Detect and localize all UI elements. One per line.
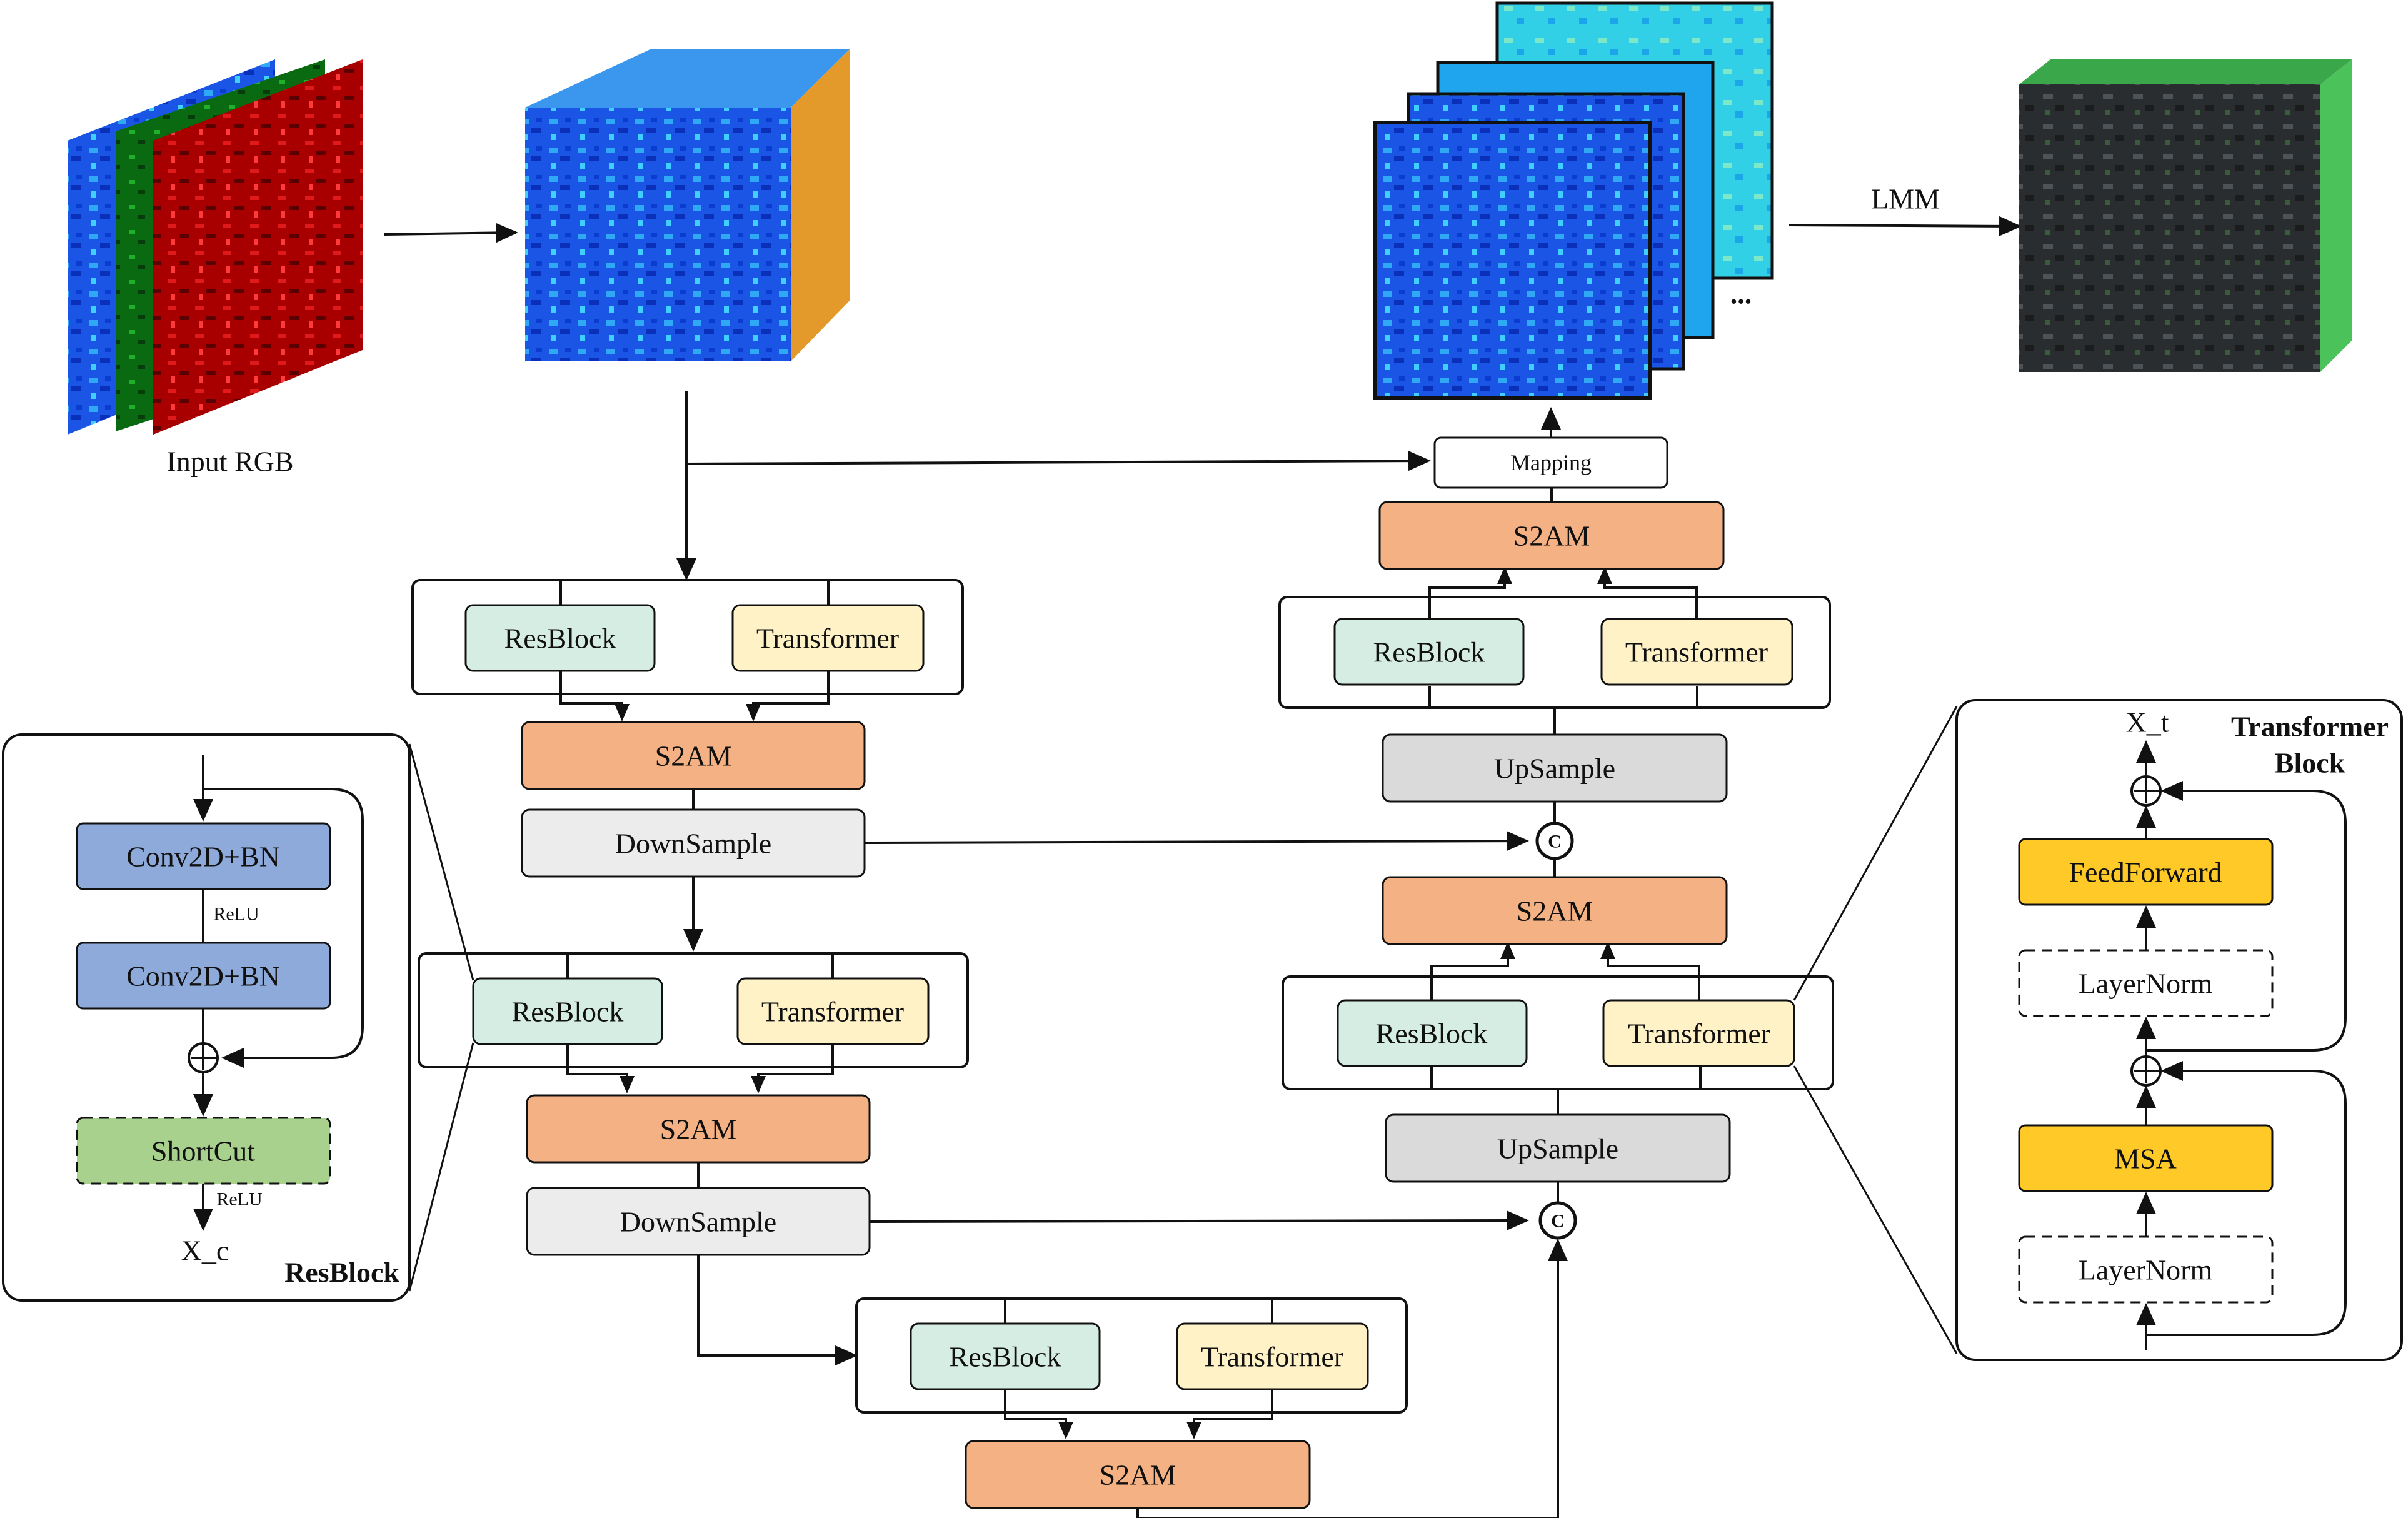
ellipsis-label: ... — [1730, 278, 1752, 310]
layernorm-box-1 — [2018, 949, 2274, 1017]
svg-text:Transformer: Transformer — [1201, 1341, 1343, 1373]
skip-downsample1-to-concat — [864, 831, 1529, 852]
output-cube-front — [2019, 84, 2320, 372]
output-hyperspectral-cube — [2019, 59, 2352, 372]
relu-label-2: ReLU — [216, 1189, 263, 1210]
svg-text:S2AM: S2AM — [660, 1113, 737, 1145]
svg-text:ResBlock: ResBlock — [1376, 1018, 1488, 1050]
svg-text:UpSample: UpSample — [1494, 753, 1615, 785]
arrow-rgb-to-cube — [384, 223, 518, 243]
transformer-panel-title-2: Block — [2275, 747, 2345, 779]
svg-text:ResBlock: ResBlock — [950, 1341, 1061, 1373]
skip-downsample2-to-concat — [869, 1210, 1529, 1231]
svg-text:S2AM: S2AM — [1517, 895, 1593, 927]
cube-top-face — [525, 49, 850, 108]
shortcut-box — [76, 1117, 331, 1185]
transformer-detail-panel: X_t Transformer Block FeedForward LayerN… — [1955, 699, 2403, 1361]
svg-text:ResBlock: ResBlock — [1373, 636, 1485, 668]
svg-text:ResBlock: ResBlock — [512, 996, 624, 1028]
svg-text:UpSample: UpSample — [1497, 1133, 1618, 1165]
svg-text:Transformer: Transformer — [756, 623, 899, 655]
transformer-panel-title-1: Transformer — [2231, 711, 2389, 743]
relu-label-1: ReLU — [213, 904, 259, 925]
svg-text:C: C — [1551, 1211, 1565, 1232]
resblock-panel-title: ResBlock — [284, 1257, 399, 1289]
svg-text:S2AM: S2AM — [655, 740, 732, 772]
msa-box — [2018, 1124, 2274, 1192]
svg-text:ShortCut: ShortCut — [151, 1135, 255, 1167]
arrow-to-lmm-output — [1788, 216, 2022, 236]
svg-text:FeedForward: FeedForward — [2069, 857, 2222, 888]
red-channel-layer — [153, 59, 363, 435]
svg-text:MSA: MSA — [2114, 1143, 2177, 1175]
lmm-label: LMM — [1871, 183, 1940, 215]
transformer-output-label: X_t — [2126, 706, 2169, 738]
resblock-panel-frame — [2, 733, 411, 1302]
svg-text:LayerNorm: LayerNorm — [2079, 1254, 2213, 1286]
output-spectral-bands — [1373, 1, 1774, 400]
output-cube-side — [2320, 59, 2352, 372]
svg-text:C: C — [1548, 832, 1562, 852]
svg-text:Transformer: Transformer — [1628, 1018, 1770, 1050]
hyperspectral-cube — [525, 49, 850, 361]
input-rgb-image — [68, 59, 363, 435]
cube-side-face — [791, 49, 850, 361]
svg-text:Transformer: Transformer — [761, 996, 904, 1028]
svg-text:S2AM: S2AM — [1513, 520, 1590, 552]
svg-text:Transformer: Transformer — [1625, 636, 1768, 668]
svg-text:Conv2D+BN: Conv2D+BN — [126, 960, 280, 992]
svg-text:Conv2D+BN: Conv2D+BN — [126, 841, 280, 873]
svg-text:ResBlock: ResBlock — [504, 623, 616, 655]
svg-text:LayerNorm: LayerNorm — [2079, 968, 2213, 1000]
resblock-detail-panel: Conv2D+BN ReLU Conv2D+BN ShortCut ReLU X… — [2, 733, 411, 1302]
feedforward-box — [2018, 838, 2274, 906]
cube-front-face — [525, 108, 791, 361]
skip-to-mapping-arrow — [686, 451, 1431, 471]
resblock-output-label: X_c — [181, 1235, 229, 1267]
input-rgb-label: Input RGB — [166, 446, 293, 478]
svg-text:DownSample: DownSample — [615, 828, 771, 860]
svg-text:S2AM: S2AM — [1100, 1459, 1176, 1491]
band-layer-1 — [1373, 121, 1652, 400]
layernorm-box-2 — [2018, 1235, 2274, 1304]
output-cube-top — [2019, 59, 2352, 84]
svg-text:Mapping: Mapping — [1510, 450, 1592, 475]
svg-text:DownSample: DownSample — [620, 1206, 776, 1238]
